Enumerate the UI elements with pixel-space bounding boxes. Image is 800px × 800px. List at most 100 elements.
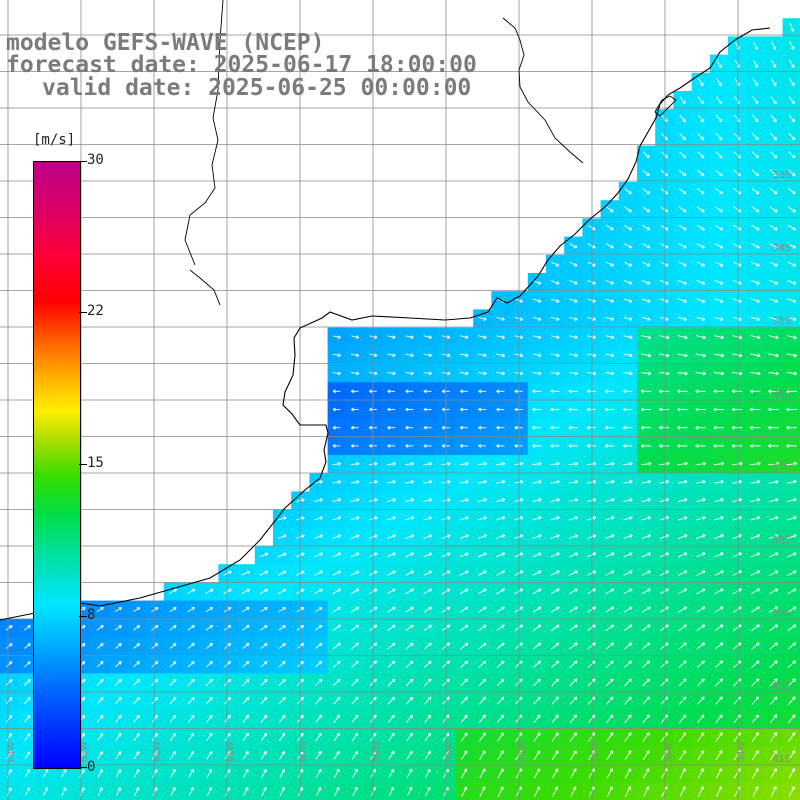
wind-arrow xyxy=(769,279,778,285)
wind-arrow xyxy=(715,132,723,141)
wind-arrow xyxy=(332,371,341,376)
wind-arrow xyxy=(788,96,795,105)
wind-arrow xyxy=(696,606,706,613)
wind-arrow xyxy=(568,588,578,595)
wind-arrow xyxy=(750,534,761,540)
wind-arrow xyxy=(786,407,797,412)
wind-arrow xyxy=(423,588,433,595)
wind-arrow xyxy=(787,696,796,705)
wind-arrow xyxy=(697,169,705,177)
wind-arrow xyxy=(314,480,323,484)
wind-arrow xyxy=(642,261,651,267)
wind-arrow xyxy=(569,678,578,687)
latitude-label: 41S xyxy=(772,754,791,765)
wind-arrow xyxy=(460,732,468,742)
wind-arrow xyxy=(169,625,177,631)
wind-arrow xyxy=(496,696,505,705)
wind-arrow xyxy=(133,643,141,649)
wind-arrow xyxy=(350,461,360,466)
wind-arrow xyxy=(424,696,432,705)
wind-arrow xyxy=(659,461,670,466)
wind-arrow xyxy=(224,732,231,742)
wind-speed-cell xyxy=(782,782,800,800)
wind-arrow xyxy=(550,570,560,576)
wind-arrow xyxy=(387,353,396,358)
wind-arrow xyxy=(750,552,761,558)
wind-arrow xyxy=(677,371,688,376)
wind-arrow xyxy=(605,316,615,321)
wind-arrow xyxy=(769,714,778,724)
wind-arrow xyxy=(332,570,342,576)
wind-arrow xyxy=(641,498,651,503)
wind-arrow xyxy=(424,678,432,687)
wind-arrow xyxy=(714,516,724,521)
wind-arrow xyxy=(550,371,560,376)
wind-arrow xyxy=(532,624,542,632)
wind-arrow xyxy=(586,516,597,521)
wind-arrow xyxy=(750,371,761,376)
wind-arrow xyxy=(496,371,505,376)
wind-arrow xyxy=(769,243,778,249)
wind-arrow xyxy=(532,480,542,484)
wind-arrow xyxy=(606,696,614,705)
wind-arrow xyxy=(405,696,414,705)
wind-arrow xyxy=(97,733,104,741)
wind-arrow xyxy=(350,353,360,358)
wind-arrow xyxy=(550,335,560,339)
wind-arrow xyxy=(642,206,651,213)
wind-arrow xyxy=(769,696,778,705)
longitude-label: 56W xyxy=(591,742,601,762)
wind-arrow xyxy=(714,642,724,650)
wind-arrow xyxy=(205,607,214,613)
wind-arrow xyxy=(695,335,706,340)
wind-arrow xyxy=(387,606,396,613)
wind-arrow xyxy=(786,498,797,503)
wind-arrow xyxy=(624,678,632,687)
wind-arrow xyxy=(551,660,560,668)
wind-arrow xyxy=(587,696,596,705)
wind-arrow xyxy=(405,444,414,448)
wind-arrow xyxy=(350,588,360,595)
wind-arrow xyxy=(569,261,578,267)
wind-arrow xyxy=(423,606,432,613)
wind-arrow xyxy=(732,479,743,484)
wind-arrow xyxy=(351,732,359,742)
wind-arrow xyxy=(550,353,560,358)
wind-arrow xyxy=(333,768,340,778)
wind-arrow xyxy=(678,660,687,668)
wind-arrow xyxy=(260,678,268,687)
wind-arrow xyxy=(605,407,615,412)
wind-arrow xyxy=(750,298,760,303)
wind-arrow xyxy=(769,642,778,650)
wind-arrow xyxy=(678,206,687,213)
wind-arrow xyxy=(533,732,541,742)
wind-arrow xyxy=(242,678,250,687)
wind-arrow xyxy=(751,261,760,267)
wind-arrow xyxy=(169,714,177,723)
wind-arrow xyxy=(533,750,541,761)
wind-arrow xyxy=(751,132,759,141)
wind-arrow xyxy=(552,786,559,797)
wind-arrow xyxy=(605,280,614,285)
wind-arrow xyxy=(660,624,669,632)
wind-arrow xyxy=(242,607,250,613)
wind-arrow xyxy=(169,643,177,649)
wind-arrow xyxy=(659,353,670,358)
wind-arrow xyxy=(423,624,432,631)
wind-arrow xyxy=(406,768,413,779)
wind-arrow xyxy=(425,786,431,797)
wind-arrow xyxy=(79,769,85,778)
wind-arrow xyxy=(605,243,614,249)
wind-arrow xyxy=(115,751,122,760)
wind-arrow xyxy=(423,371,433,376)
wind-arrow xyxy=(587,588,596,595)
wind-arrow xyxy=(133,625,141,631)
wind-arrow xyxy=(187,643,195,650)
wind-arrow xyxy=(496,660,505,668)
wind-arrow xyxy=(769,261,778,267)
wind-arrow xyxy=(769,151,778,159)
wind-arrow xyxy=(768,588,779,595)
wind-arrow xyxy=(587,570,597,576)
wind-arrow xyxy=(314,516,323,521)
wind-arrow xyxy=(787,224,796,231)
